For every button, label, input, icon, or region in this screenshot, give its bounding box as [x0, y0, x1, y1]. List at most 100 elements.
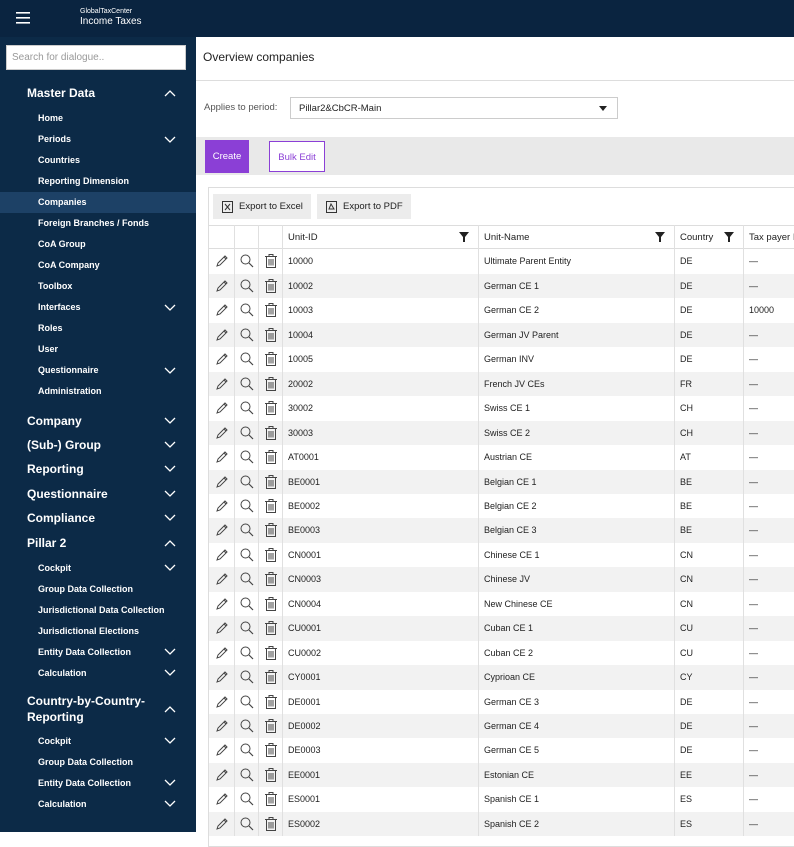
nav-section[interactable]: Compliance: [0, 506, 196, 530]
export-excel-button[interactable]: Export to Excel: [213, 194, 311, 219]
edit-button[interactable]: [214, 327, 230, 343]
view-button[interactable]: [239, 449, 255, 465]
delete-button[interactable]: [263, 694, 279, 710]
column-filter[interactable]: [655, 232, 665, 242]
nav-item[interactable]: Countries: [0, 150, 196, 171]
nav-item[interactable]: Cockpit: [0, 558, 196, 579]
view-button[interactable]: [239, 694, 255, 710]
view-button[interactable]: [239, 742, 255, 758]
delete-button[interactable]: [263, 302, 279, 318]
edit-button[interactable]: [214, 645, 230, 661]
view-button[interactable]: [239, 253, 255, 269]
delete-button[interactable]: [263, 742, 279, 758]
nav-section[interactable]: Reporting: [0, 457, 196, 481]
delete-button[interactable]: [263, 425, 279, 441]
nav-item[interactable]: Questionnaire: [0, 360, 196, 381]
nav-item[interactable]: CoA Group: [0, 234, 196, 255]
edit-button[interactable]: [214, 498, 230, 514]
edit-button[interactable]: [214, 742, 230, 758]
period-select[interactable]: Pillar2&CbCR-Main: [290, 97, 618, 119]
delete-button[interactable]: [263, 620, 279, 636]
delete-button[interactable]: [263, 351, 279, 367]
delete-button[interactable]: [263, 669, 279, 685]
edit-button[interactable]: [214, 694, 230, 710]
edit-button[interactable]: [214, 620, 230, 636]
nav-section[interactable]: Country-by-Country-Reporting: [0, 690, 196, 728]
view-button[interactable]: [239, 498, 255, 514]
nav-item[interactable]: Roles: [0, 318, 196, 339]
nav-item[interactable]: Jurisdictional Data Collection: [0, 600, 196, 621]
nav-item[interactable]: Entity Data Collection: [0, 773, 196, 794]
delete-button[interactable]: [263, 474, 279, 490]
delete-button[interactable]: [263, 596, 279, 612]
delete-button[interactable]: [263, 376, 279, 392]
edit-button[interactable]: [214, 351, 230, 367]
view-button[interactable]: [239, 718, 255, 734]
edit-button[interactable]: [214, 425, 230, 441]
edit-button[interactable]: [214, 278, 230, 294]
edit-button[interactable]: [214, 718, 230, 734]
edit-button[interactable]: [214, 571, 230, 587]
edit-button[interactable]: [214, 449, 230, 465]
edit-button[interactable]: [214, 669, 230, 685]
edit-button[interactable]: [214, 547, 230, 563]
view-button[interactable]: [239, 596, 255, 612]
nav-item[interactable]: Cockpit: [0, 731, 196, 752]
view-button[interactable]: [239, 571, 255, 587]
delete-button[interactable]: [263, 327, 279, 343]
view-button[interactable]: [239, 645, 255, 661]
view-button[interactable]: [239, 302, 255, 318]
nav-section[interactable]: Company: [0, 408, 196, 432]
delete-button[interactable]: [263, 400, 279, 416]
view-button[interactable]: [239, 620, 255, 636]
nav-item[interactable]: Administration: [0, 381, 196, 402]
view-button[interactable]: [239, 327, 255, 343]
create-button[interactable]: Create: [205, 140, 249, 173]
nav-item[interactable]: Calculation: [0, 663, 196, 684]
nav-section[interactable]: Pillar 2: [0, 530, 196, 554]
view-button[interactable]: [239, 547, 255, 563]
nav-item[interactable]: Foreign Branches / Fonds: [0, 213, 196, 234]
nav-section[interactable]: Master Data: [0, 81, 196, 105]
delete-button[interactable]: [263, 449, 279, 465]
view-button[interactable]: [239, 474, 255, 490]
delete-button[interactable]: [263, 791, 279, 807]
delete-button[interactable]: [263, 718, 279, 734]
nav-section[interactable]: Questionnaire: [0, 482, 196, 506]
nav-section[interactable]: (Sub-) Group: [0, 433, 196, 457]
export-pdf-button[interactable]: Export to PDF: [317, 194, 411, 219]
delete-button[interactable]: [263, 571, 279, 587]
view-button[interactable]: [239, 351, 255, 367]
nav-item[interactable]: User: [0, 339, 196, 360]
edit-button[interactable]: [214, 400, 230, 416]
view-button[interactable]: [239, 816, 255, 832]
view-button[interactable]: [239, 400, 255, 416]
delete-button[interactable]: [263, 645, 279, 661]
nav-item[interactable]: Group Data Collection: [0, 579, 196, 600]
search-input[interactable]: Search for dialogue..: [6, 45, 186, 70]
delete-button[interactable]: [263, 278, 279, 294]
edit-button[interactable]: [214, 596, 230, 612]
edit-button[interactable]: [214, 767, 230, 783]
view-button[interactable]: [239, 669, 255, 685]
nav-item[interactable]: Periods: [0, 129, 196, 150]
delete-button[interactable]: [263, 522, 279, 538]
delete-button[interactable]: [263, 816, 279, 832]
column-filter[interactable]: [724, 232, 734, 242]
nav-item[interactable]: Entity Data Collection: [0, 642, 196, 663]
bulk-edit-button[interactable]: Bulk Edit: [269, 141, 325, 172]
edit-button[interactable]: [214, 791, 230, 807]
delete-button[interactable]: [263, 253, 279, 269]
view-button[interactable]: [239, 522, 255, 538]
view-button[interactable]: [239, 767, 255, 783]
view-button[interactable]: [239, 791, 255, 807]
nav-item[interactable]: CoA Company: [0, 255, 196, 276]
delete-button[interactable]: [263, 547, 279, 563]
nav-item[interactable]: Reporting Dimension: [0, 171, 196, 192]
view-button[interactable]: [239, 425, 255, 441]
delete-button[interactable]: [263, 767, 279, 783]
nav-item[interactable]: Toolbox: [0, 276, 196, 297]
edit-button[interactable]: [214, 302, 230, 318]
edit-button[interactable]: [214, 474, 230, 490]
nav-item[interactable]: Group Data Collection: [0, 752, 196, 773]
